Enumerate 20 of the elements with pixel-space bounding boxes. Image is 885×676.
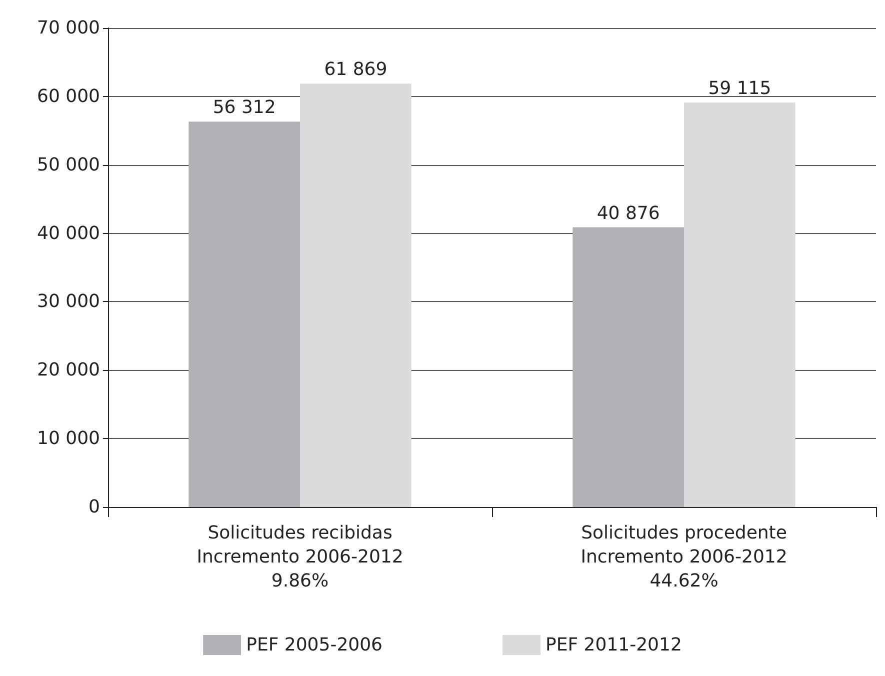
- y-tick-label: 70 000: [37, 18, 100, 38]
- data-label: 40 876: [596, 202, 660, 224]
- y-tick-label: 40 000: [37, 222, 100, 244]
- x-tick-label: Solicitudes procedente Incremento 2006-2012 44.62%: [580, 522, 788, 592]
- x-tick-label: Solicitudes recibidas Incremento 2006-2012 9.86%: [196, 522, 404, 592]
- data-label: 61 869: [324, 59, 388, 80]
- y-tick-label: 30 000: [37, 291, 100, 312]
- y-tick-label: 10 000: [37, 428, 100, 450]
- data-label: 56 312: [212, 97, 276, 118]
- legend-label: PEF 2011-2012: [546, 634, 682, 656]
- bar: [300, 84, 412, 507]
- bar: [572, 227, 684, 507]
- data-label: 59 115: [708, 78, 772, 99]
- y-tick-label: 50 000: [37, 154, 100, 176]
- y-tick-label: 0: [88, 496, 100, 518]
- y-tick-label: 60 000: [37, 86, 100, 107]
- bar: [684, 102, 796, 507]
- y-tick-label: 20 000: [37, 360, 100, 381]
- legend-label: PEF 2005-2006: [246, 634, 383, 656]
- bar: [188, 122, 300, 507]
